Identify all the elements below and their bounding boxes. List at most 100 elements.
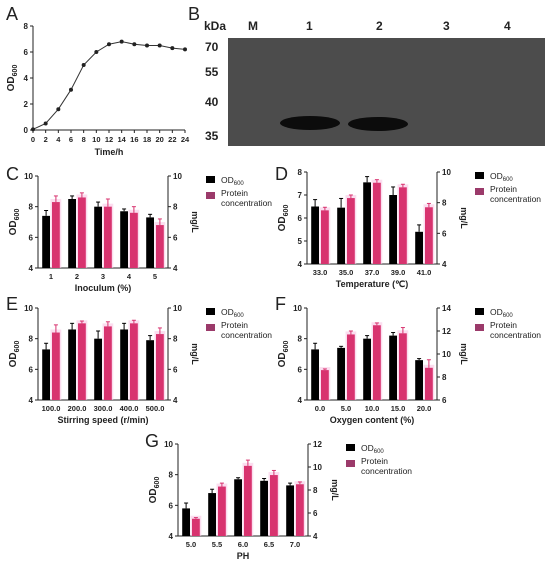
legend-label-od600: OD600 — [490, 307, 513, 319]
chart-panel-d: 4 5 6 7 8 4 6 8 10 33.0 35.0 37.0 39.0 41.0 Temperatur… — [277, 168, 541, 289]
panel-letter-g: G — [145, 431, 159, 451]
bar-od600 — [311, 349, 319, 400]
y-axis-label-c: OD600 — [8, 209, 21, 236]
lane-label-3: 3 — [443, 19, 450, 33]
bar-od600 — [146, 340, 154, 400]
bar-od600 — [42, 215, 50, 268]
y-tick-label-left: 8 — [169, 471, 174, 480]
bar-od600 — [337, 207, 345, 264]
y-tick-label-right: 4 — [313, 532, 318, 541]
x-tick-label: 0.0 — [315, 404, 325, 413]
bar-protein — [296, 484, 304, 536]
y-axis-label-f: OD600 — [277, 341, 290, 368]
x-axis-label: PH — [237, 551, 250, 561]
bar-protein — [373, 182, 381, 264]
x-tick-label: 2 — [75, 272, 79, 281]
data-point — [31, 127, 35, 132]
y-tick-label-left: 5 — [298, 237, 303, 246]
y-tick-label-right: 6 — [173, 365, 178, 374]
bar-protein — [425, 367, 433, 400]
x-tick-label: 35.0 — [339, 268, 354, 277]
y-tick-label-right: 6 — [442, 396, 447, 405]
x-tick-label: 5 — [153, 272, 157, 281]
bar-protein — [399, 333, 407, 400]
y-tick-label-right: 4 — [173, 396, 178, 405]
x-tick-label-a: 20 — [155, 135, 163, 144]
y-tick-label-right: 10 — [173, 304, 182, 313]
x-tick-label: 4 — [127, 272, 132, 281]
bar-od600 — [146, 217, 154, 268]
y-tick-label-left: 4 — [169, 532, 174, 541]
y-tick-label-left: 7 — [298, 191, 303, 200]
marker-55: 55 — [205, 65, 219, 79]
x-tick-label: 1 — [49, 272, 53, 281]
x-tick-label-a: 18 — [143, 135, 151, 144]
growth-line — [32, 41, 186, 130]
data-point — [119, 39, 124, 44]
y-tick-label-left: 4 — [29, 396, 34, 405]
y-tick-label-right: 8 — [442, 373, 447, 382]
bar-od600 — [208, 493, 216, 536]
x-tick-label: 500.0 — [146, 404, 165, 413]
bar-protein — [156, 225, 164, 268]
x-tick-label: 300.0 — [94, 404, 113, 413]
x-axis-label: Temperature (℃) — [336, 279, 408, 289]
x-tick-label: 100.0 — [42, 404, 61, 413]
chart-panel-g: 4 6 8 10 4 6 8 10 12 5.0 5.5 6.0 6.5 7.0 PH OD600 mg/L OD… — [148, 440, 412, 561]
bar-od600 — [337, 347, 345, 400]
y-tick-label-right: 8 — [442, 199, 447, 208]
y-tick-label-left: 6 — [298, 365, 303, 374]
data-point — [170, 46, 175, 51]
bar-od600 — [182, 508, 190, 536]
x-tick-label: 5.0 — [341, 404, 351, 413]
legend-swatch-protein — [206, 324, 215, 331]
y-tick-label-left: 4 — [298, 396, 303, 405]
x-axis-label: Oxygen content (%) — [330, 415, 415, 425]
bar-protein — [52, 332, 60, 400]
data-point — [56, 107, 61, 112]
data-point — [43, 121, 48, 126]
bar-od600 — [389, 335, 397, 400]
bar-od600 — [120, 329, 128, 400]
y-tick-label-a: 0 — [24, 126, 29, 135]
bar-protein — [244, 465, 252, 536]
marker-40: 40 — [205, 95, 219, 109]
bar-od600 — [389, 195, 397, 264]
y-tick-label-a: 8 — [24, 22, 29, 31]
y-tick-label-left: 10 — [24, 304, 33, 313]
western-blot: kDa M 1 2 3 4 70 55 40 35 — [204, 19, 545, 146]
legend-label-od600: OD600 — [221, 307, 244, 319]
bar-od600 — [286, 485, 294, 536]
y-tick-label-right: 10 — [442, 168, 451, 177]
panel-letter-d: D — [275, 164, 288, 184]
x-tick-label: 37.0 — [365, 268, 380, 277]
data-point — [183, 47, 187, 52]
x-tick-label: 7.0 — [290, 540, 300, 549]
lane-label-1: 1 — [306, 19, 313, 33]
legend-swatch-protein — [475, 188, 484, 195]
y-tick-label-right: 12 — [313, 440, 322, 449]
x-tick-label-a: 14 — [117, 135, 126, 144]
bar-protein — [373, 325, 381, 400]
legend-swatch-od600 — [475, 308, 484, 315]
bar-protein — [156, 334, 164, 400]
data-point — [81, 63, 86, 67]
y-axis-label-e: OD600 — [8, 341, 21, 368]
legend-label-protein: Protein concentration — [490, 184, 541, 204]
y-axis-label-right: mg/L — [190, 211, 200, 233]
y-tick-label-right: 8 — [173, 203, 178, 212]
legend-label-protein: Protein concentration — [361, 456, 412, 476]
lane-label-2: 2 — [376, 19, 383, 33]
y-tick-label-left: 10 — [164, 440, 173, 449]
x-tick-label: 33.0 — [313, 268, 328, 277]
x-tick-label-a: 10 — [92, 135, 100, 144]
legend-swatch-protein — [475, 324, 484, 331]
bar-od600 — [260, 480, 268, 536]
y-tick-label-left: 6 — [298, 214, 303, 223]
y-tick-label-right: 6 — [173, 233, 178, 242]
y-tick-label-left: 6 — [29, 365, 34, 374]
chart-panel-e: 4 6 8 10 4 6 8 10 100.0 200.0 300.0 400.0 500.0 Stirr… — [8, 304, 272, 425]
y-tick-label-left: 8 — [29, 203, 34, 212]
